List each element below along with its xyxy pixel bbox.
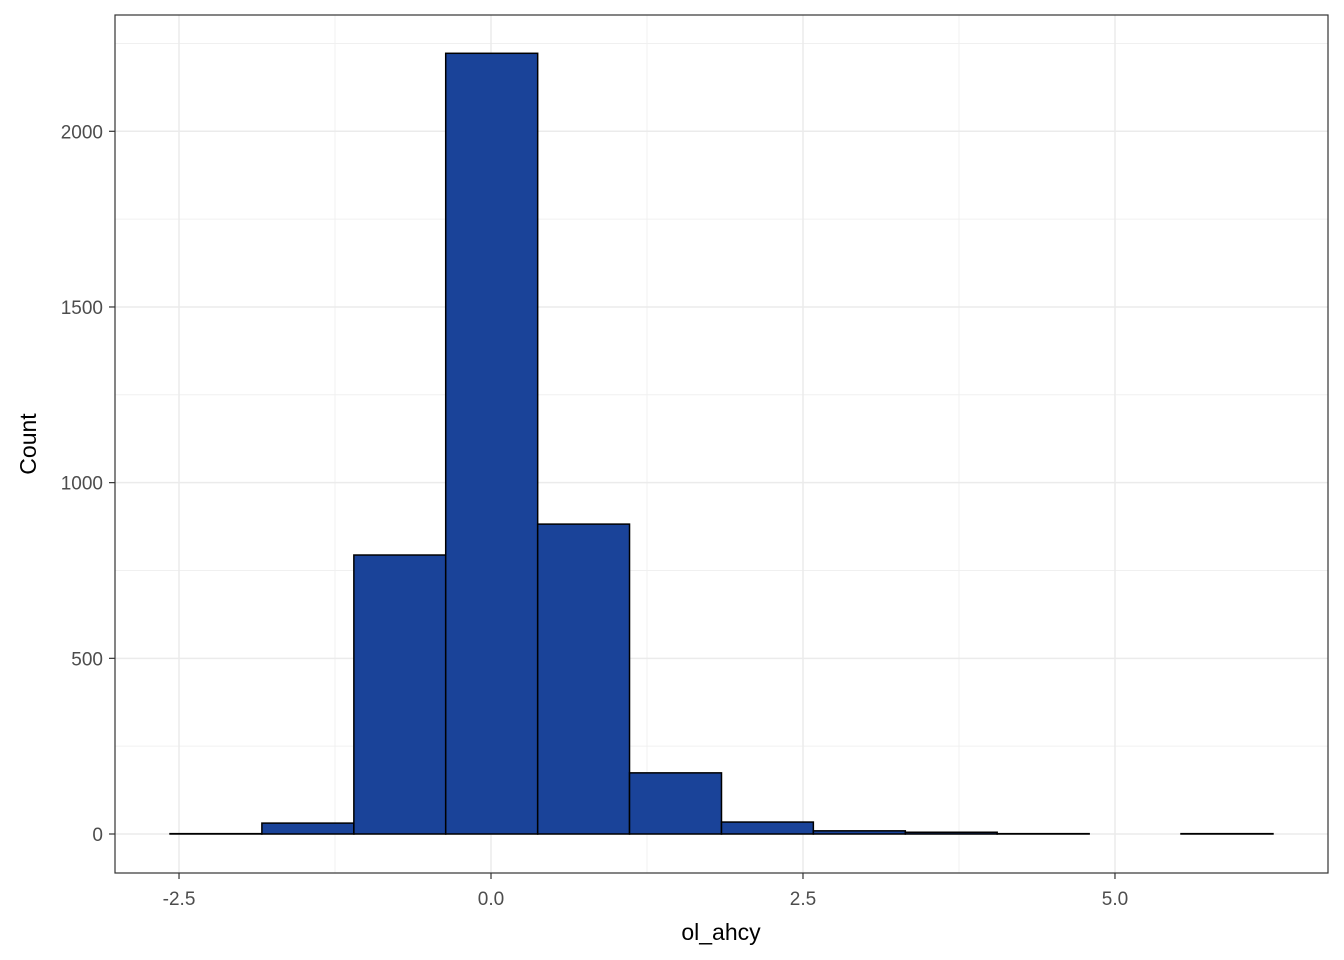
x-tick-label: -2.5: [163, 889, 196, 910]
bar: [444, 52, 539, 835]
y-tick-label: 0: [92, 825, 103, 846]
panel-border: [114, 14, 1329, 874]
plot-background: [115, 15, 1328, 873]
bar: [904, 831, 998, 835]
bar: [353, 554, 447, 835]
y-tick-label: 1000: [61, 474, 103, 495]
bar: [812, 830, 907, 835]
x-tick-label: 0.0: [478, 889, 504, 910]
bar: [628, 772, 723, 835]
bar: [261, 822, 355, 835]
y-tick-label: 2000: [61, 122, 103, 143]
y-tick-label: 1500: [61, 298, 103, 319]
y-tick-label: 500: [71, 649, 103, 670]
x-tick-label: 5.0: [1102, 889, 1128, 910]
x-axis-title: ol_ahcy: [681, 919, 761, 945]
bar: [720, 821, 815, 835]
y-axis-title: Count: [15, 413, 41, 475]
bar: [536, 523, 631, 835]
x-tick-label: 2.5: [790, 889, 816, 910]
